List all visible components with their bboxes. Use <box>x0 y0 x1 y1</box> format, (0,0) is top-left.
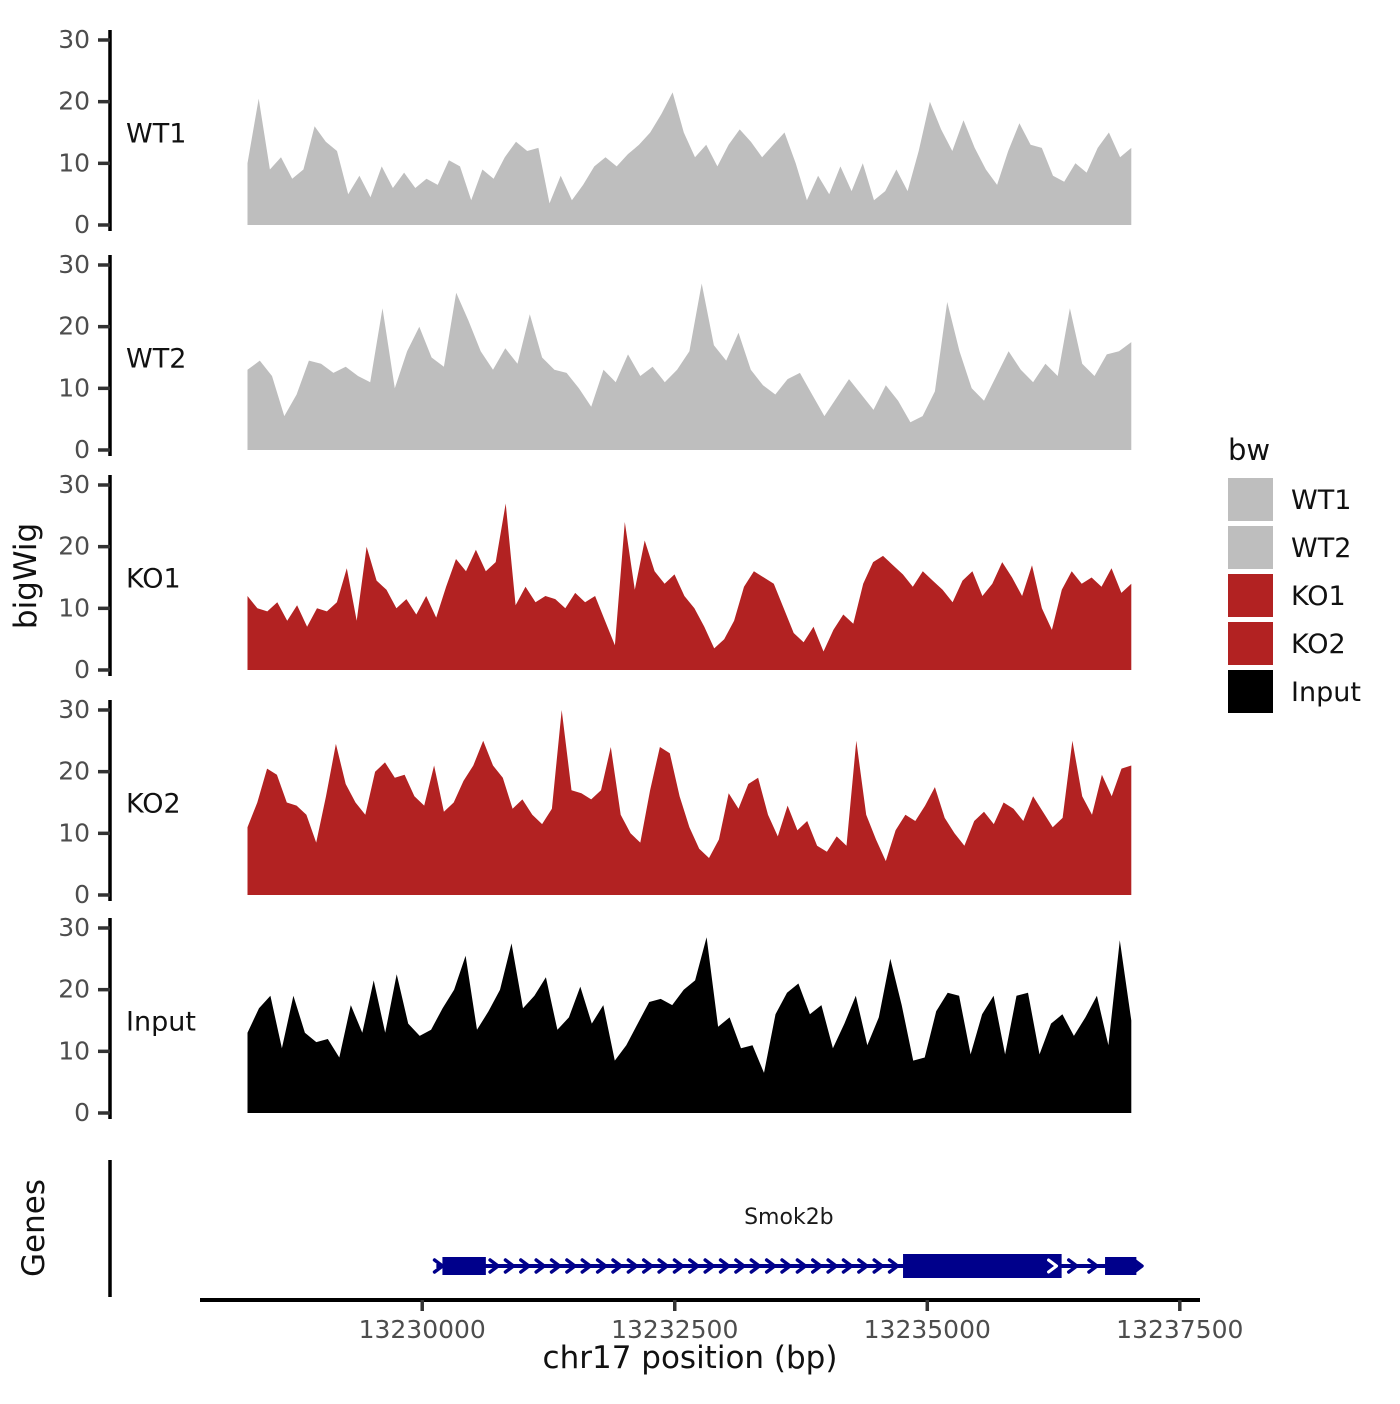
y-axis-tick-label: 10 <box>58 593 90 622</box>
gene-exon <box>442 1257 486 1275</box>
strand-arrow-in-exon-icon <box>1047 1258 1059 1274</box>
strand-arrow-icon <box>1132 1258 1144 1274</box>
gene-name-label: Smok2b <box>744 1205 834 1230</box>
y-axis-tick-label: 30 <box>58 913 90 942</box>
strand-arrow-icon <box>857 1258 869 1274</box>
legend-label-input: Input <box>1291 677 1361 708</box>
strand-arrow-icon <box>565 1258 577 1274</box>
strand-arrow-icon <box>811 1258 823 1274</box>
y-axis-tick-label: 0 <box>74 655 90 684</box>
x-axis-tick-label: 13230000 <box>359 1315 486 1344</box>
track-label-wt1: WT1 <box>126 119 186 150</box>
strand-arrow-icon <box>657 1258 669 1274</box>
strand-arrow-icon <box>503 1258 516 1274</box>
strand-arrow-icon <box>672 1258 685 1274</box>
y-axis-tick-label: 10 <box>58 373 90 402</box>
y-axis-tick-label: 20 <box>58 312 90 341</box>
track-area-wt1 <box>247 92 1132 226</box>
strand-arrow-icon <box>534 1258 546 1274</box>
y-axis-tick-label: 10 <box>58 148 90 177</box>
y-axis-tick-label: 0 <box>74 880 90 909</box>
legend-title: bw <box>1228 433 1270 467</box>
legend-label-wt1: WT1 <box>1291 485 1351 516</box>
y-axis-tick-label: 20 <box>58 87 90 116</box>
legend-swatch-ko1 <box>1228 574 1273 617</box>
legend-swatch-wt2 <box>1228 526 1273 569</box>
strand-arrow-icon <box>1087 1258 1099 1274</box>
y-axis-tick-label: 0 <box>74 1098 90 1127</box>
strand-arrow-icon <box>688 1258 700 1274</box>
x-axis-title: chr17 position (bp) <box>543 1340 838 1376</box>
y-axis-tick-label: 20 <box>58 757 90 786</box>
strand-arrow-icon <box>549 1258 562 1274</box>
strand-arrow-icon <box>841 1258 854 1274</box>
strand-arrow-icon <box>872 1258 884 1274</box>
y-axis-tick-label: 30 <box>58 250 90 279</box>
y-axis-title: bigWig <box>8 523 44 629</box>
legend-label-ko2: KO2 <box>1291 629 1346 660</box>
track-area-wt2 <box>247 283 1132 450</box>
strand-arrow-icon <box>749 1258 762 1274</box>
strand-arrow-icon <box>795 1258 808 1274</box>
track-label-wt2: WT2 <box>126 344 186 375</box>
strand-arrow-icon <box>718 1258 731 1274</box>
track-area-ko2 <box>247 710 1132 895</box>
strand-arrow-icon <box>611 1258 623 1274</box>
y-axis-tick-label: 30 <box>58 470 90 499</box>
x-axis-tick-label: 13237500 <box>1116 1315 1243 1344</box>
x-axis-tick-label: 13235000 <box>864 1315 991 1344</box>
y-axis-tick-label: 0 <box>74 435 90 464</box>
track-area-ko1 <box>247 503 1132 670</box>
strand-arrow-icon <box>703 1258 715 1274</box>
legend-swatch-ko2 <box>1228 622 1273 665</box>
strand-arrow-icon <box>887 1258 900 1274</box>
y-axis-tick-label: 20 <box>58 532 90 561</box>
track-area-input <box>247 937 1132 1113</box>
gene-exon <box>1105 1257 1137 1275</box>
y-axis-tick-label: 30 <box>58 695 90 724</box>
strand-arrow-icon <box>580 1258 593 1274</box>
x-axis-tick-label: 13232500 <box>611 1315 738 1344</box>
strand-arrow-icon <box>780 1258 792 1274</box>
strand-arrow-icon <box>488 1258 500 1274</box>
strand-arrow-icon <box>595 1258 608 1274</box>
y-axis-tick-label: 0 <box>74 210 90 239</box>
strand-arrow-icon <box>734 1258 746 1274</box>
strand-arrow-icon <box>641 1258 654 1274</box>
strand-arrow-icon <box>626 1258 639 1274</box>
track-label-input: Input <box>126 1007 196 1038</box>
strand-arrow-icon <box>826 1258 838 1274</box>
genes-panel-title: Genes <box>16 1179 52 1277</box>
legend-label-wt2: WT2 <box>1291 533 1351 564</box>
legend-label-ko1: KO1 <box>1291 581 1346 612</box>
strand-arrow-icon <box>519 1258 531 1274</box>
track-label-ko1: KO1 <box>126 564 181 595</box>
track-label-ko2: KO2 <box>126 789 181 820</box>
y-axis-tick-label: 10 <box>58 1036 90 1065</box>
legend-swatch-input <box>1228 670 1273 713</box>
strand-arrow-icon <box>764 1258 777 1274</box>
y-axis-tick-label: 20 <box>58 975 90 1004</box>
y-axis-tick-label: 30 <box>58 25 90 54</box>
gene-exon <box>903 1254 1062 1278</box>
legend-swatch-wt1 <box>1228 478 1273 521</box>
strand-arrow-icon <box>1066 1258 1079 1274</box>
y-axis-tick-label: 10 <box>58 818 90 847</box>
